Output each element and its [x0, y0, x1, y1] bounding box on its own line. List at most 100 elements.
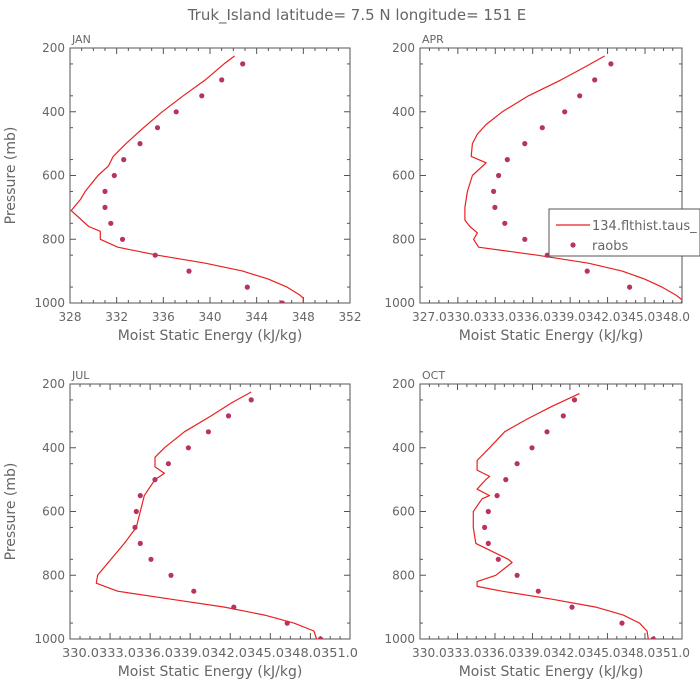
raob-point [225, 413, 232, 419]
model-profile-line [70, 55, 304, 303]
raob-point [627, 284, 633, 290]
y-tick-label: 1000 [384, 296, 415, 310]
raob-point [154, 125, 161, 131]
raob-point [111, 172, 117, 179]
raob-point [504, 157, 510, 163]
y-tick-label: 600 [42, 169, 65, 183]
raob-point [494, 493, 500, 499]
plot-area [472, 393, 656, 639]
plot-area [95, 391, 324, 639]
raob-point [248, 397, 254, 403]
y-tick-label: 400 [42, 105, 65, 119]
y-tick-label: 800 [42, 232, 65, 246]
raob-point [539, 125, 545, 131]
raob-point [102, 204, 108, 210]
x-tick-label: 340 [199, 310, 222, 324]
panel-label: JUL [71, 369, 90, 382]
x-tick-label: 344 [245, 310, 268, 324]
x-tick-label: 352 [339, 310, 362, 324]
raob-point [562, 109, 568, 115]
raob-point [569, 604, 575, 610]
raob-point [244, 284, 250, 290]
plot-area [464, 55, 682, 303]
raob-point [152, 477, 158, 483]
model-profile-line [95, 391, 318, 639]
panel-oct: OCT 200 400 600 800 1000330.0333.0336.0339.03… [384, 369, 690, 680]
legend: 134.flthist.taus_raobs [548, 208, 700, 257]
raob-point [191, 588, 197, 594]
legend-obs-label: raobs [592, 239, 629, 254]
legend-point-swatch [570, 242, 576, 248]
x-axis-label: Moist Static Energy (kJ/kg) [118, 664, 303, 680]
raob-point [503, 477, 509, 483]
y-axis-label: Pressure (mb) [3, 463, 19, 561]
raob-point [152, 252, 158, 258]
raob-point [619, 620, 625, 626]
raob-point [522, 141, 528, 147]
y-tick-label: 400 [42, 441, 65, 455]
y-tick-label: 400 [392, 441, 415, 455]
x-tick-labels: 330.0333.0336.0339.0342.0345.0348.0351.0 [412, 646, 690, 660]
x-tick-label: 348 [292, 310, 315, 324]
raob-point [502, 220, 508, 226]
x-tick-label: 328 [59, 310, 82, 324]
raob-point [608, 61, 614, 67]
raob-point [577, 93, 583, 99]
raob-point [514, 461, 520, 467]
raob-point [650, 636, 656, 639]
y-tick-label: 800 [392, 568, 415, 582]
raob-point [560, 413, 566, 419]
legend-box [548, 208, 700, 257]
panel-label: JAN [71, 33, 91, 46]
plot-frame [419, 383, 683, 640]
raob-point [495, 556, 501, 562]
plot-frame [69, 383, 351, 640]
panel-label: OCT [422, 369, 445, 382]
raob-point [680, 300, 682, 303]
y-tick-label: 600 [42, 505, 65, 519]
y-tick-label: 1000 [34, 632, 65, 646]
y-tick-label: 400 [392, 105, 415, 119]
raob-point [185, 445, 191, 451]
raob-point [168, 572, 174, 578]
y-tick-label: 800 [42, 568, 65, 582]
raob-point [318, 636, 324, 639]
raob-point [119, 236, 126, 242]
raob-point [485, 508, 491, 515]
raob-point [132, 524, 138, 531]
raob-point [165, 461, 171, 467]
model-profile-line [472, 393, 649, 639]
raob-point [186, 268, 192, 274]
raob-point [279, 300, 285, 303]
raob-point [544, 429, 550, 435]
raob-point [485, 540, 491, 547]
raob-point [173, 109, 179, 115]
raob-point [121, 157, 127, 163]
model-profile-line [464, 55, 682, 303]
raob-point [592, 77, 598, 83]
raob-point [482, 524, 488, 531]
y-tick-label: 200 [42, 377, 65, 391]
raob-point [137, 141, 143, 147]
raob-point [284, 620, 290, 626]
y-tick-label: 200 [42, 41, 65, 55]
y-tick-label: 600 [392, 505, 415, 519]
raob-point [584, 268, 590, 274]
panel-label: APR [422, 33, 444, 46]
raob-point [514, 572, 520, 578]
raob-point [133, 508, 139, 515]
x-tick-label: 336 [152, 310, 175, 324]
y-tick-label: 800 [392, 232, 415, 246]
raob-point [231, 604, 237, 610]
y-tick-label: 200 [392, 41, 415, 55]
raob-point [137, 540, 143, 547]
raob-point [148, 556, 154, 562]
figure-title: Truk_Island latitude= 7.5 N longitude= 1… [187, 6, 527, 25]
raob-point [492, 204, 498, 210]
y-tick-label: 1000 [384, 632, 415, 646]
plot-frame [419, 47, 683, 304]
raob-point [529, 445, 535, 451]
x-tick-label: 332 [105, 310, 128, 324]
